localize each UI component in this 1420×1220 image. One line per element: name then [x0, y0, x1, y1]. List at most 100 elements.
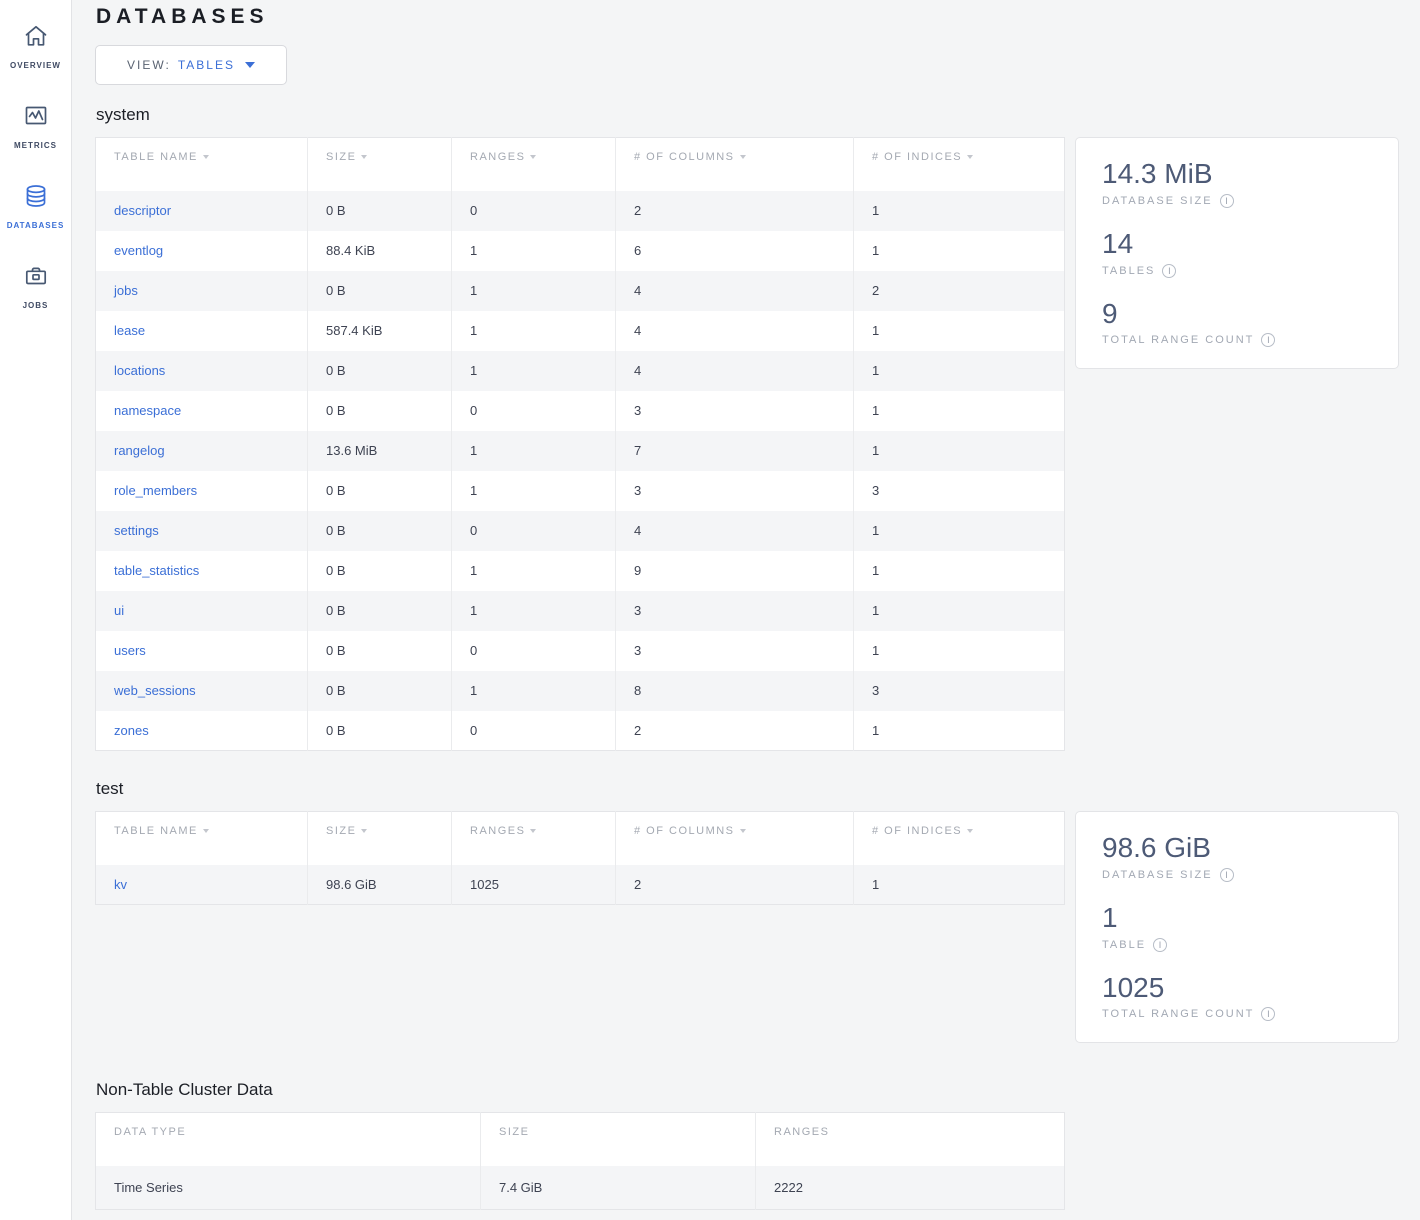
- table-cell: 0: [451, 710, 616, 751]
- table-cell: 2: [853, 270, 1065, 311]
- table-cell: 1: [853, 310, 1065, 351]
- stat-database-size: 98.6 GiB DATABASE SIZE: [1102, 832, 1374, 882]
- table-name-cell: namespace: [96, 391, 308, 431]
- table-cell: 0: [451, 510, 616, 551]
- database-heading-system: system: [96, 105, 150, 124]
- table-name-cell: role_members: [96, 471, 308, 511]
- table-cell: 0: [451, 630, 616, 671]
- column-header-size[interactable]: SIZE: [307, 811, 452, 865]
- table-link[interactable]: locations: [114, 363, 166, 378]
- table-link[interactable]: table_statistics: [114, 563, 200, 578]
- sidebar-item-overview[interactable]: OVERVIEW: [0, 6, 71, 86]
- table-link[interactable]: zones: [114, 722, 149, 738]
- home-icon: [23, 23, 49, 54]
- stat-tables: 14 TABLES: [1102, 228, 1374, 278]
- column-header-table-name[interactable]: TABLE NAME: [95, 137, 308, 191]
- column-header-ranges: RANGES: [755, 1112, 1065, 1166]
- database-section-system: system TABLE NAME SIZE RANGES # OF COLUM…: [95, 105, 1399, 751]
- main-content: DATABASES VIEW: TABLES system TABLE NAME…: [72, 0, 1420, 1220]
- table-cell: 1: [451, 550, 616, 591]
- sort-caret-icon: [530, 155, 537, 160]
- column-header-indices[interactable]: # OF INDICES: [853, 811, 1065, 865]
- info-icon[interactable]: [1162, 263, 1177, 278]
- database-heading-test: test: [96, 779, 124, 798]
- table-link[interactable]: ui: [114, 603, 125, 618]
- sidebar-label-databases: DATABASES: [6, 220, 65, 230]
- sort-caret-icon: [530, 829, 537, 834]
- table-name-cell: descriptor: [96, 191, 308, 231]
- table-cell: 1: [853, 350, 1065, 391]
- table-row: rangelog 13.6 MiB 1 7 1: [95, 430, 1065, 471]
- table-link[interactable]: role_members: [114, 483, 198, 498]
- table-link[interactable]: namespace: [114, 403, 182, 418]
- table-link[interactable]: rangelog: [114, 443, 165, 458]
- column-header-columns[interactable]: # OF COLUMNS: [615, 137, 854, 191]
- sidebar-label-jobs: JOBS: [22, 300, 49, 310]
- table-cell: 1: [451, 470, 616, 511]
- database-section-test: test TABLE NAME SIZE RANGES # OF COLUMNS…: [95, 779, 1399, 1043]
- table-cell: 0 B: [307, 590, 452, 631]
- table-name-cell: users: [96, 631, 308, 671]
- table-cell: 0 B: [307, 470, 452, 511]
- table-link[interactable]: web_sessions: [114, 683, 196, 698]
- table-name-cell: eventlog: [96, 231, 308, 271]
- table-link[interactable]: users: [114, 643, 146, 658]
- table-cell: 0: [451, 390, 616, 431]
- sidebar-item-databases[interactable]: DATABASES: [0, 166, 71, 246]
- table-link[interactable]: kv: [114, 876, 127, 892]
- table-cell: 0 B: [307, 550, 452, 591]
- table-cell: 4: [615, 270, 854, 311]
- column-header-columns[interactable]: # OF COLUMNS: [615, 811, 854, 865]
- table-cell: 1: [451, 310, 616, 351]
- table-name-cell: table_statistics: [96, 551, 308, 591]
- system-tables-table: TABLE NAME SIZE RANGES # OF COLUMNS # OF…: [95, 137, 1065, 751]
- table-cell: 7: [615, 430, 854, 471]
- table-link[interactable]: lease: [114, 323, 146, 338]
- sort-caret-icon: [202, 829, 209, 834]
- sort-caret-icon: [967, 829, 974, 834]
- table-cell: 0 B: [307, 270, 452, 311]
- column-header-ranges[interactable]: RANGES: [451, 811, 616, 865]
- table-link[interactable]: descriptor: [114, 203, 172, 218]
- table-name-cell: kv: [96, 865, 308, 905]
- column-header-indices[interactable]: # OF INDICES: [853, 137, 1065, 191]
- table-cell: 2: [615, 190, 854, 231]
- table-cell: 3: [615, 470, 854, 511]
- info-icon[interactable]: [1261, 1007, 1276, 1022]
- view-dropdown-label: VIEW:: [127, 58, 171, 72]
- view-dropdown[interactable]: VIEW: TABLES: [95, 45, 287, 85]
- table-link[interactable]: jobs: [114, 283, 138, 298]
- column-header-table-name[interactable]: TABLE NAME: [95, 811, 308, 865]
- info-icon[interactable]: [1153, 937, 1168, 952]
- sidebar-item-metrics[interactable]: METRICS: [0, 86, 71, 166]
- sidebar-label-overview: OVERVIEW: [10, 60, 61, 70]
- column-header-ranges[interactable]: RANGES: [451, 137, 616, 191]
- table-cell: 1: [853, 550, 1065, 591]
- table-link[interactable]: settings: [114, 523, 159, 538]
- info-icon[interactable]: [1261, 333, 1276, 348]
- table-row: eventlog 88.4 KiB 1 6 1: [95, 230, 1065, 271]
- table-cell: 1: [853, 190, 1065, 231]
- stat-total-range-count: 9 TOTAL RANGE COUNT: [1102, 298, 1374, 348]
- sidebar-item-jobs[interactable]: JOBS: [0, 246, 71, 326]
- table-cell: 2: [615, 710, 854, 751]
- sort-caret-icon: [739, 155, 746, 160]
- column-header-size[interactable]: SIZE: [307, 137, 452, 191]
- sort-caret-icon: [739, 829, 746, 834]
- table-cell: 0 B: [307, 670, 452, 711]
- info-icon[interactable]: [1219, 193, 1234, 208]
- stat-database-size: 14.3 MiB DATABASE SIZE: [1102, 158, 1374, 208]
- table-cell: 9: [615, 550, 854, 591]
- table-cell: 7.4 GiB: [480, 1165, 756, 1210]
- info-icon[interactable]: [1219, 867, 1234, 882]
- table-cell: 1: [451, 670, 616, 711]
- table-cell: 0 B: [307, 190, 452, 231]
- table-cell: 1: [853, 710, 1065, 751]
- table-link[interactable]: eventlog: [114, 243, 164, 258]
